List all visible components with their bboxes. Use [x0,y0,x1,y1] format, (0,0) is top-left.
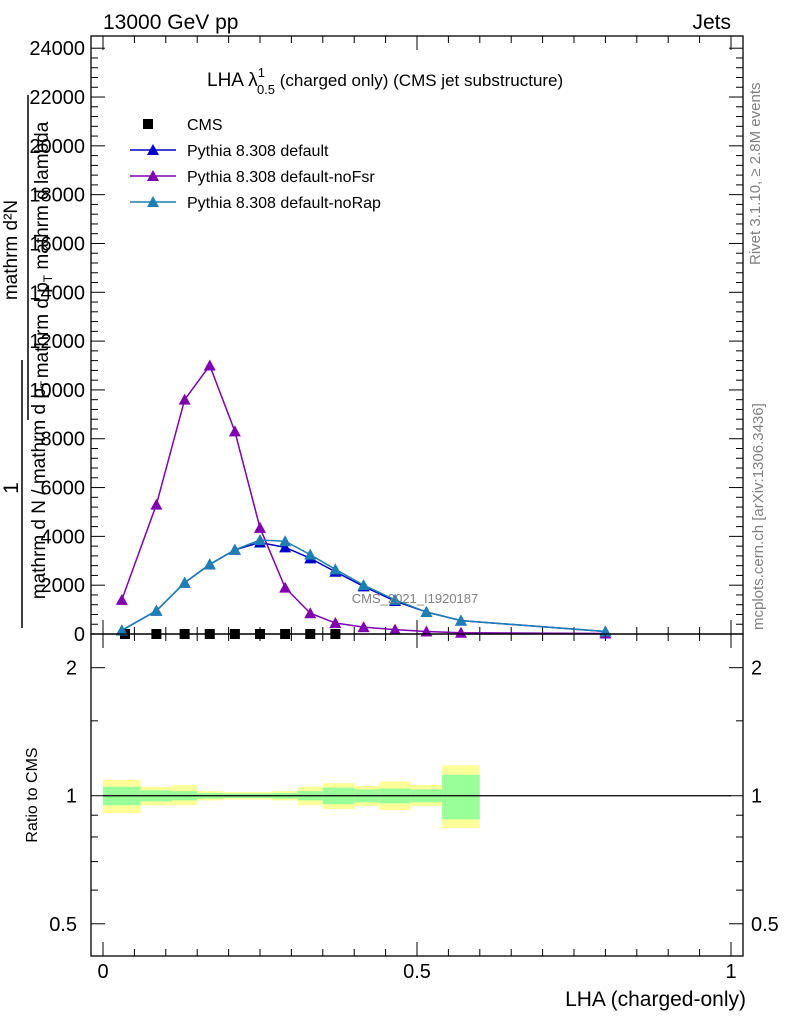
y-tick-label: 8000 [41,429,86,451]
y-tick-label: 16000 [29,233,85,255]
y-tick-label: 24000 [29,38,85,60]
data-point-triangle [389,593,402,605]
data-point-triangle [357,579,370,591]
data-point-triangle [203,359,216,371]
legend-label: Pythia 8.308 default-noFsr [187,169,375,186]
data-point-triangle [329,563,342,575]
x-tick-label: 1 [725,961,736,983]
y-axis-title-one: 1 [0,482,23,494]
y-tick-label: 12000 [29,331,85,353]
data-point-triangle [389,623,402,635]
x-tick-label: 0 [97,961,108,983]
data-point-triangle [329,617,342,629]
y-tick-label: 0 [74,624,85,646]
data-point-triangle [150,498,163,510]
ratio-frame-border [90,633,744,957]
y-axis-title-frac-top: mathrm d pT mathrm d lambda [32,121,55,378]
data-point-triangle [279,535,292,547]
y-axis-title-denominator: mathrm d N / mathrm d pT [29,380,52,599]
data-point-triangle [203,558,216,570]
y-tick-label: 22000 [29,87,85,109]
data-point-triangle [420,606,433,618]
legend-marker [147,144,159,155]
legend-marker [147,196,159,207]
series-line [121,539,606,633]
y-tick-label: 10000 [29,380,85,402]
y-tick-label: 18000 [29,185,85,207]
data-point-triangle [228,425,241,437]
header-left: 13000 GeV pp [103,11,238,34]
data-point-triangle [279,581,292,593]
y-tick-label: 6000 [41,478,86,500]
data-point-triangle [304,607,317,619]
side-rivet: Rivet 3.1.10, ≥ 2.8M events [747,83,764,266]
side-mcplots: mcplots.cern.ch [arXiv:1306.3436] [750,403,767,630]
data-point-triangle [178,576,191,588]
legend-label: CMS [187,117,223,134]
y-tick-label: 20000 [29,136,85,158]
legend-label: Pythia 8.308 default-noRap [187,195,381,212]
ratio-y-tick-label: 1 [66,786,77,808]
data-point-triangle [254,521,266,533]
ratio-y-tick-label-right: 0.5 [751,914,779,936]
data-point-triangle [357,621,370,633]
y-tick-label: 2000 [41,575,86,597]
plot-title: LHA λ1 0.5 (charged only) (CMS jet substr… [207,65,563,97]
data-point-triangle [150,604,163,616]
ratio-band-inner [442,774,480,820]
series-line [121,363,606,635]
main-panel: 0 2000 4000 6000 8000 10000 12000 14000 16000 180… [29,35,744,646]
data-point-triangle [454,614,467,626]
ratio-y-axis-title: Ratio to CMS [24,747,41,842]
ratio-y-tick-label-right: 2 [751,658,762,680]
ratio-y-tick-label-right: 1 [751,786,762,808]
data-point-triangle [254,534,266,546]
legend-marker [143,119,153,129]
y-tick-label: 14000 [29,282,85,304]
x-axis-title: LHA (charged-only) [565,988,746,1011]
ratio-panel: 0.5 0.5 1 1 2 2 0 0.5 1 [49,633,779,983]
legend-marker [147,170,159,181]
ratio-y-tick-label: 0.5 [49,914,77,936]
data-point-triangle [115,624,128,636]
x-tick-label: 0.5 [403,961,431,983]
watermark: CMS_2021_I1920187 [352,591,479,606]
header-right: Jets [692,11,731,34]
data-point-triangle [178,393,191,405]
data-point-triangle [279,541,292,553]
y-axis-title-numerator: mathrm d²N [1,200,22,300]
y-tick-label: 4000 [41,526,86,548]
data-point-triangle [228,543,241,555]
ratio-y-tick-label: 2 [66,658,77,680]
data-point-triangle [454,626,467,638]
series-3 [115,534,612,637]
y-axis-title-main: 1 mathrm d²N mathrm d pT mathrm d lambda… [0,95,55,628]
data-point-triangle [115,593,128,605]
data-point-triangle [304,548,317,560]
legend-label: Pythia 8.308 default [187,143,329,160]
